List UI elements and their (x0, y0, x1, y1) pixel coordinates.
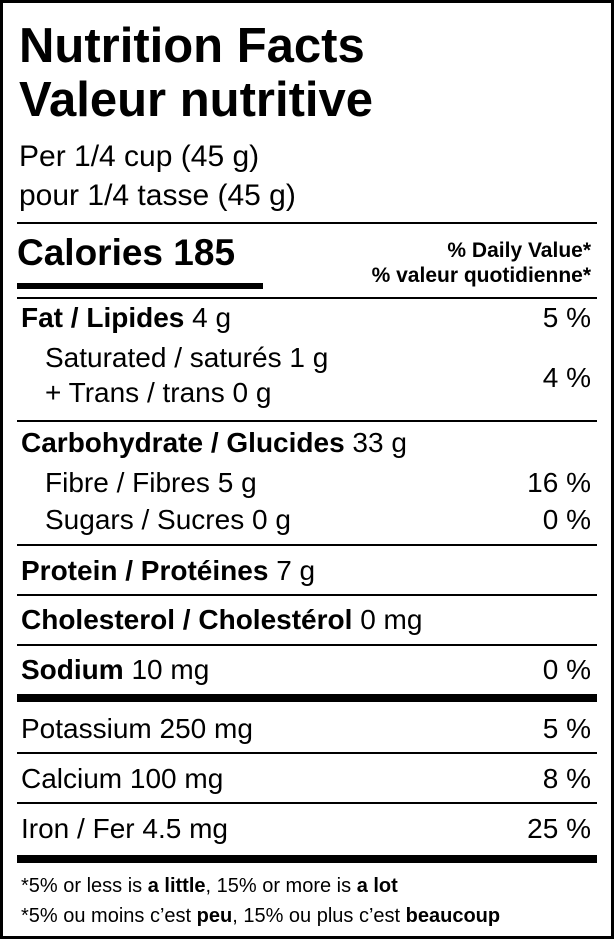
thick-rule (17, 855, 597, 863)
title-fr: Valeur nutritive (19, 73, 374, 127)
amount: 4 g (192, 302, 232, 333)
dv: 4 % (542, 362, 591, 393)
potassium-row: Potassium 250 mg 5 % (21, 712, 591, 746)
text: peu (196, 905, 233, 927)
text: , 15% or more is (205, 875, 357, 897)
rule (17, 752, 597, 754)
label: + Trans / trans (45, 377, 225, 408)
amount: 1 g (289, 342, 329, 373)
text: *5% or less is (21, 875, 148, 897)
dv: 16 % (527, 467, 591, 498)
calories: Calories 185 (17, 231, 235, 275)
rule (17, 420, 597, 422)
label: Protein / Protéines (21, 555, 269, 586)
text: beaucoup (405, 905, 501, 927)
dv: 5 % (542, 713, 591, 744)
label: Iron / Fer 4.5 mg (21, 813, 228, 844)
calories-rule (17, 283, 263, 289)
dv: 0 % (542, 654, 591, 685)
dv: 5 % (542, 302, 591, 333)
calcium-row: Calcium 100 mg 8 % (21, 762, 591, 796)
label: Carbohydrate / Glucides (21, 427, 345, 458)
sugars-row: Sugars / Sucres 0 g 0 % (45, 503, 591, 537)
rule (17, 544, 597, 546)
dv: 25 % (527, 813, 591, 844)
footnote-fr: *5% ou moins c’est peu, 15% ou plus c’es… (21, 903, 500, 929)
saturated-row: Saturated / saturés 1 g (45, 341, 328, 375)
cholesterol-row: Cholesterol / Cholestérol 0 mg (21, 603, 591, 637)
carbohydrate-row: Carbohydrate / Glucides 33 g (21, 426, 591, 460)
amount: 0 mg (360, 604, 423, 635)
dv-heading: % Daily Value* (447, 239, 591, 262)
title: Nutrition Facts (19, 19, 365, 73)
dv: 8 % (542, 763, 591, 794)
amount: 7 g (276, 555, 316, 586)
saturated-trans-dv: 4 % (543, 361, 591, 395)
dv: 0 % (542, 504, 591, 535)
text: , 15% ou plus c’est (232, 905, 406, 927)
fibre-row: Fibre / Fibres 5 g 16 % (45, 466, 591, 500)
amount: 0 g (232, 377, 272, 408)
amount: 5 g (217, 467, 257, 498)
dv-heading-fr: % valeur quotidienne* (371, 264, 591, 287)
label: Potassium 250 mg (21, 713, 253, 744)
fat-row: Fat / Lipides 4 g 5 % (21, 301, 591, 335)
text: a little (147, 875, 206, 897)
rule (17, 222, 597, 224)
label: Fat / Lipides (21, 302, 185, 333)
rule (17, 594, 597, 596)
amount: 33 g (352, 427, 407, 458)
calories-label: Calories (17, 232, 164, 273)
rule (17, 297, 597, 299)
rule (17, 644, 597, 646)
trans-row: + Trans / trans 0 g (45, 376, 271, 410)
label: Saturated / saturés (45, 342, 282, 373)
text: a lot (356, 875, 398, 897)
label: Cholesterol / Cholestérol (21, 604, 353, 635)
rule (17, 802, 597, 804)
label: Sodium (21, 654, 124, 685)
text: *5% ou moins c’est (21, 905, 197, 927)
footnote-en: *5% or less is a little, 15% or more is … (21, 873, 398, 899)
serving-fr: pour 1/4 tasse (45 g) (19, 179, 296, 212)
protein-row: Protein / Protéines 7 g (21, 554, 591, 588)
sodium-row: Sodium 10 mg 0 % (21, 653, 591, 687)
amount: 0 g (251, 504, 291, 535)
serving: Per 1/4 cup (45 g) (19, 140, 260, 173)
label: Calcium 100 mg (21, 763, 224, 794)
calories-value: 185 (173, 232, 236, 273)
thick-rule (17, 694, 597, 702)
iron-row: Iron / Fer 4.5 mg 25 % (21, 812, 591, 846)
label: Sugars / Sucres (45, 504, 245, 535)
amount: 10 mg (131, 654, 210, 685)
label: Fibre / Fibres (45, 467, 210, 498)
